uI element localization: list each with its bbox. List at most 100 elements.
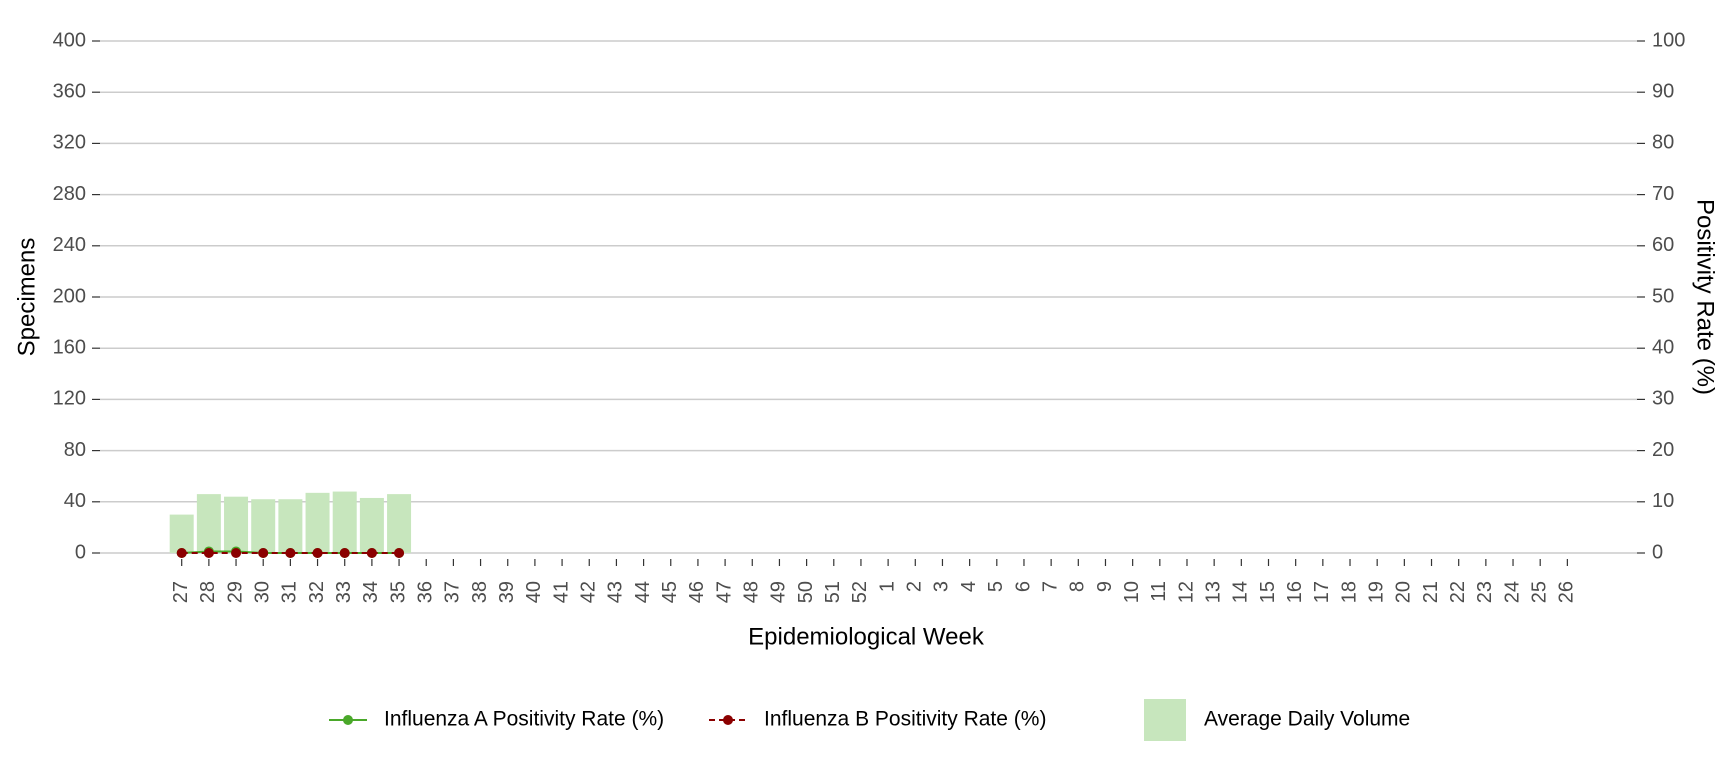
x-tick-label: 37 [442, 581, 464, 603]
x-tick-label: 49 [768, 581, 790, 603]
x-tick-label: 9 [1094, 581, 1116, 592]
x-tick-label: 14 [1230, 581, 1252, 603]
x-tick-label: 39 [496, 581, 518, 603]
bar [387, 494, 412, 553]
y-tick-label: 320 [53, 132, 86, 154]
legend-label: Average Daily Volume [1204, 708, 1410, 731]
x-tick-label: 4 [958, 581, 980, 592]
y2-axis-title: Positivity Rate (%) [1692, 199, 1719, 395]
x-tick-label: 40 [523, 581, 545, 603]
x-tick-label: 52 [849, 581, 871, 603]
y2-tick-label: 20 [1652, 439, 1674, 461]
bar [278, 499, 303, 553]
x-tick-label: 18 [1338, 581, 1360, 603]
x-tick-label: 33 [333, 581, 355, 603]
x-tick-label: 41 [550, 581, 572, 603]
point [285, 548, 296, 558]
bar [359, 497, 384, 553]
bar [305, 492, 330, 553]
legend-label: Influenza B Positivity Rate (%) [764, 708, 1046, 731]
x-tick-label: 17 [1311, 581, 1333, 603]
bar [251, 499, 276, 553]
x-tick-label: 31 [279, 581, 301, 603]
legend-swatch [1144, 699, 1186, 741]
y-tick-label: 40 [64, 490, 86, 512]
x-tick-label: 13 [1202, 581, 1224, 603]
x-tick-label: 25 [1528, 581, 1550, 603]
x-tick-label: 5 [985, 581, 1007, 592]
y2-tick-label: 10 [1652, 490, 1674, 512]
x-tick-label: 44 [632, 581, 654, 603]
point [258, 548, 269, 558]
x-tick-label: 10 [1121, 581, 1143, 603]
y-tick-label: 160 [53, 336, 86, 358]
x-tick-label: 30 [251, 581, 273, 603]
x-tick-label: 20 [1393, 581, 1415, 603]
y-axis-title: Specimens [13, 238, 40, 357]
x-tick-label: 15 [1257, 581, 1279, 603]
y2-tick-label: 40 [1652, 336, 1674, 358]
x-tick-label: 47 [713, 581, 735, 603]
y-tick-label: 0 [75, 541, 86, 563]
x-tick-label: 28 [197, 581, 219, 603]
x-tick-label: 8 [1067, 581, 1089, 592]
legend-label: Influenza A Positivity Rate (%) [384, 708, 664, 731]
x-tick-label: 24 [1501, 581, 1523, 603]
x-tick-label: 11 [1148, 581, 1170, 602]
x-tick-label: 29 [224, 581, 246, 603]
x-tick-label: 22 [1447, 581, 1469, 603]
x-axis-title: Epidemiological Week [748, 623, 985, 650]
y2-tick-label: 0 [1652, 541, 1663, 563]
x-tick-label: 42 [578, 581, 600, 603]
point [203, 548, 214, 558]
point [339, 548, 350, 558]
legend-marker [343, 715, 353, 725]
x-tick-label: 48 [741, 581, 763, 603]
x-tick-label: 46 [686, 581, 708, 603]
point [231, 548, 242, 558]
y2-tick-label: 80 [1652, 132, 1674, 154]
y-tick-label: 240 [53, 234, 86, 256]
x-tick-label: 43 [605, 581, 627, 603]
y2-tick-label: 60 [1652, 234, 1674, 256]
x-tick-label: 12 [1175, 581, 1197, 603]
y2-tick-label: 70 [1652, 183, 1674, 205]
y-tick-label: 400 [53, 29, 86, 51]
y2-tick-label: 30 [1652, 388, 1674, 410]
x-tick-label: 16 [1284, 581, 1306, 603]
x-tick-label: 19 [1365, 581, 1387, 603]
y-tick-label: 280 [53, 183, 86, 205]
y2-tick-label: 90 [1652, 80, 1674, 102]
point [366, 548, 377, 558]
x-tick-label: 36 [415, 581, 437, 603]
bar [332, 491, 357, 553]
x-tick-label: 1 [876, 581, 898, 592]
y2-tick-label: 50 [1652, 285, 1674, 307]
x-tick-label: 32 [306, 581, 328, 603]
x-tick-label: 27 [170, 581, 192, 603]
x-tick-label: 45 [659, 581, 681, 603]
y-tick-label: 360 [53, 80, 86, 102]
x-tick-label: 38 [469, 581, 491, 603]
y-tick-label: 200 [53, 285, 86, 307]
legend-marker [723, 715, 733, 725]
x-tick-label: 51 [822, 581, 844, 603]
point [394, 548, 405, 558]
point [176, 548, 187, 558]
x-tick-label: 6 [1012, 581, 1034, 592]
x-tick-label: 23 [1474, 581, 1496, 603]
point [312, 548, 323, 558]
x-tick-label: 26 [1556, 581, 1578, 603]
bar [224, 496, 249, 553]
y-tick-label: 80 [64, 439, 86, 461]
x-tick-label: 35 [387, 581, 409, 603]
x-tick-label: 34 [360, 581, 382, 603]
y-tick-label: 120 [53, 388, 86, 410]
bar [196, 494, 221, 553]
x-tick-label: 2 [904, 581, 926, 592]
x-tick-label: 50 [795, 581, 817, 603]
x-tick-label: 21 [1420, 581, 1442, 603]
x-tick-label: 3 [931, 581, 953, 592]
bar [169, 514, 194, 553]
